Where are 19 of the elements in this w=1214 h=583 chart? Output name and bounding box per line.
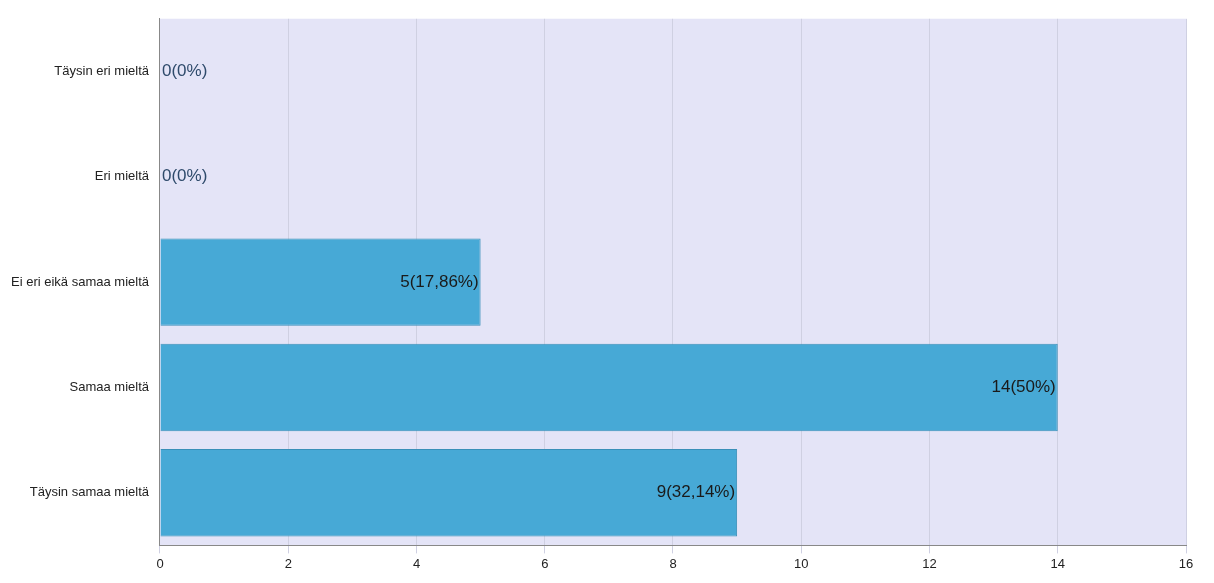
x-tick-label: 2 <box>284 555 292 571</box>
data-label: 0(0%) <box>162 61 208 81</box>
data-label: 0(0%) <box>162 166 208 186</box>
data-label: 9(32,14%) <box>656 482 736 502</box>
y-tick-label: Täysin samaa mieltä <box>29 484 150 500</box>
y-tick-label: Täysin eri mieltä <box>54 63 150 79</box>
y-tick-label: Eri mieltä <box>94 168 150 184</box>
data-label: 5(17,86%) <box>400 271 479 291</box>
y-tick-label: Ei eri eikä samaa mieltä <box>11 273 150 289</box>
x-tick-label: 6 <box>541 555 549 571</box>
x-tick-label: 4 <box>412 555 421 571</box>
x-tick-label: 0 <box>156 555 164 571</box>
data-label: 14(50%) <box>991 377 1056 397</box>
x-tick-label: 12 <box>922 555 937 571</box>
x-tick-label: 10 <box>794 555 809 571</box>
x-tick-label: 8 <box>669 555 677 571</box>
x-tick-label: 16 <box>1178 555 1194 571</box>
y-tick-label: Samaa mieltä <box>69 379 150 394</box>
x-tick-label: 14 <box>1050 555 1065 571</box>
